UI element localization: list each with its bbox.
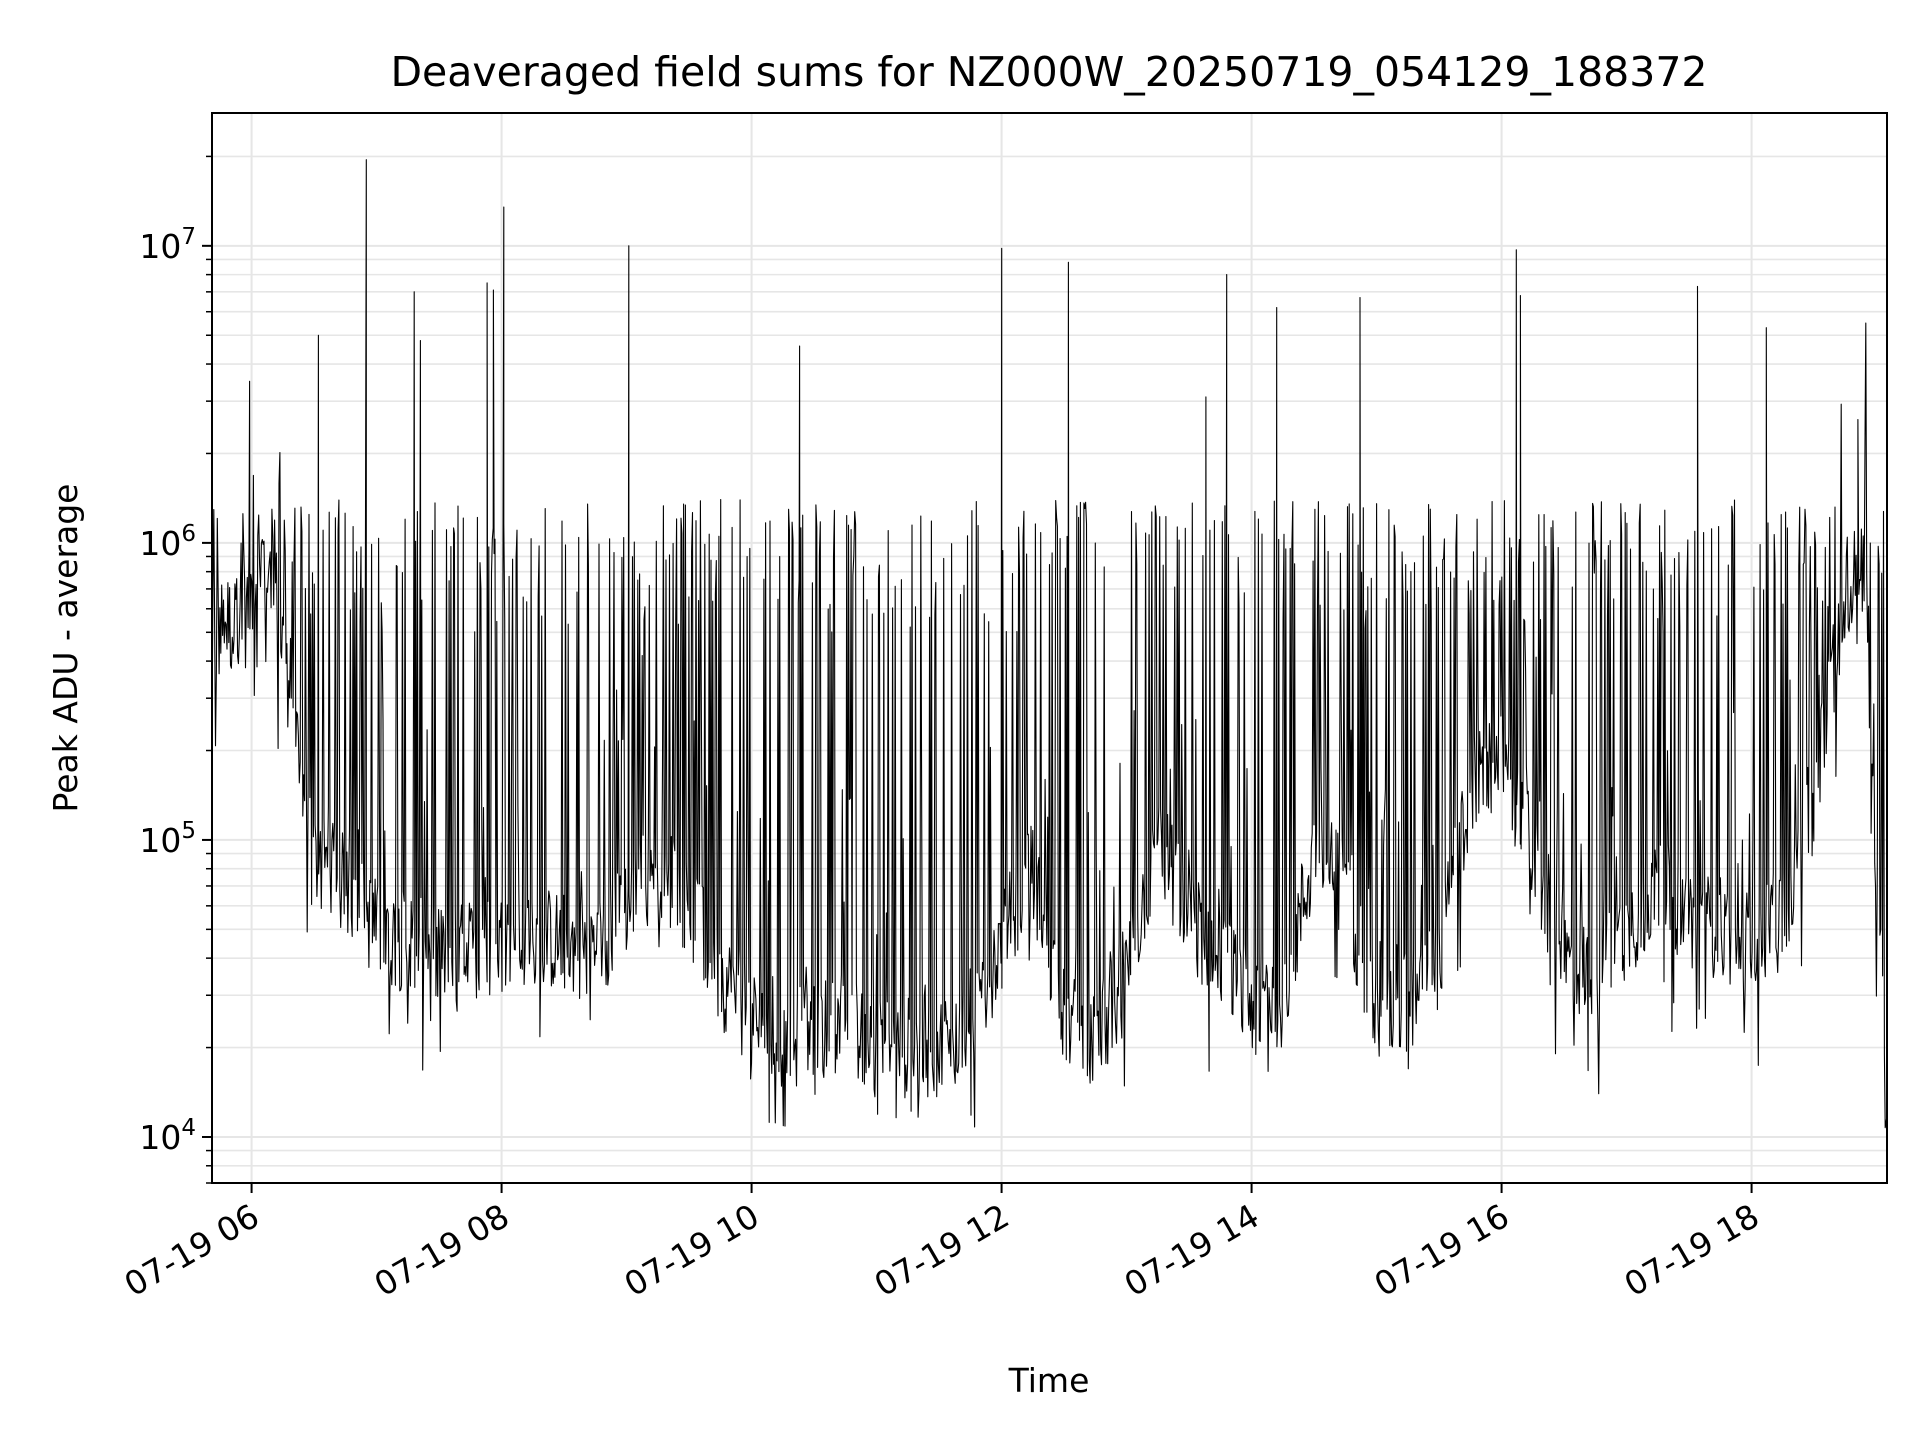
y-tick-base: 10 [139,1118,181,1157]
y-tick-base: 10 [139,821,181,860]
y-tick-base: 10 [139,227,181,266]
y-tick-label: 106 [139,521,196,563]
y-tick-exponent: 5 [181,818,196,844]
y-tick-label: 107 [139,224,196,266]
y-axis-label: Peak ADU - average [46,484,85,813]
y-tick-exponent: 4 [181,1115,196,1141]
y-tick-exponent: 6 [181,521,196,547]
data-line [211,159,1888,1129]
y-tick-exponent: 7 [181,224,196,250]
y-tick-label: 104 [139,1115,196,1157]
y-tick-base: 10 [139,524,181,563]
x-axis-label: Time [1008,1361,1090,1400]
chart-title: Deaveraged field sums for NZ000W_2025071… [390,48,1707,96]
y-tick-label: 105 [139,818,196,860]
data-series [211,159,1888,1129]
plot-frame [211,112,1888,1184]
